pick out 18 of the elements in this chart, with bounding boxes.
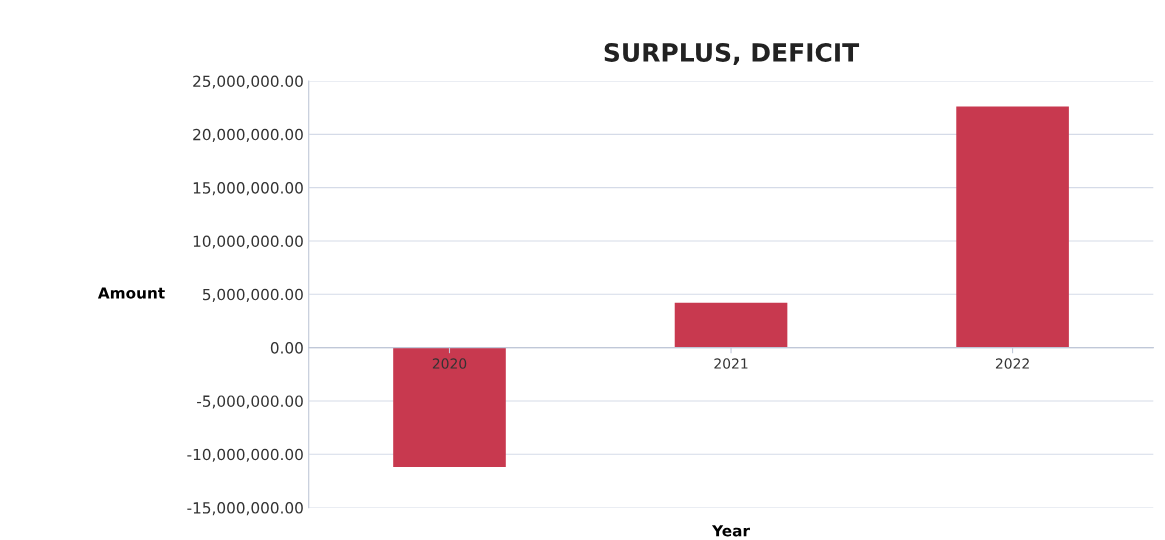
y-tick-label: 5,000,000.00 — [202, 288, 303, 302]
bar — [956, 106, 1069, 348]
y-tick-label: 25,000,000.00 — [193, 75, 303, 89]
chart-title: SURPLUS, DEFICIT — [604, 43, 860, 66]
y-tick-label: 0.00 — [270, 342, 303, 354]
y-tick-label: -15,000,000.00 — [187, 502, 303, 516]
y-axis-title: Amount — [97, 287, 165, 299]
y-tick-label: 15,000,000.00 — [193, 182, 303, 196]
y-tick-label: -5,000,000.00 — [197, 395, 303, 409]
y-tick-label: 10,000,000.00 — [193, 235, 303, 249]
bar — [393, 347, 506, 468]
x-tick-label: 2020 — [432, 358, 467, 369]
x-tick-label: 2022 — [995, 358, 1029, 369]
x-axis-title: Year — [711, 525, 750, 537]
bar — [674, 302, 788, 348]
y-tick-label: 20,000,000.00 — [193, 128, 303, 142]
x-tick-label: 2021 — [714, 358, 748, 369]
y-tick-label: -10,000,000.00 — [187, 448, 303, 462]
